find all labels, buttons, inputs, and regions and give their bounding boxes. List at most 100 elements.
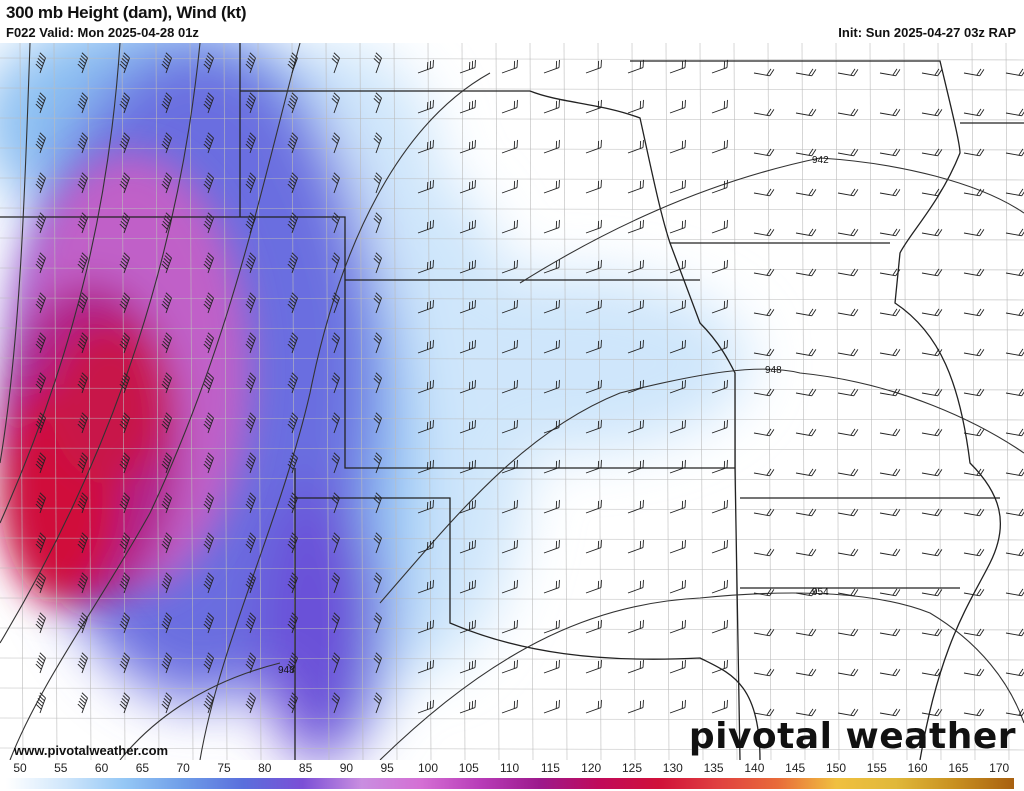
colorbar-tick: 135: [703, 761, 724, 775]
wind-barb: [879, 508, 901, 517]
wind-barb: [459, 459, 476, 474]
wind-barb: [459, 499, 476, 514]
wind-barb: [417, 539, 434, 554]
wind-barb: [417, 339, 434, 354]
wind-barb: [373, 692, 382, 714]
colorbar-tick: 80: [258, 761, 272, 775]
wind-barb: [373, 372, 382, 394]
wind-barb: [921, 548, 943, 557]
wind-barb: [35, 452, 46, 474]
wind-barb: [795, 188, 817, 197]
wind-barb: [417, 499, 434, 514]
wind-barb: [119, 612, 130, 634]
wind-barb: [331, 692, 340, 714]
wind-barb: [287, 212, 298, 234]
contour-label: 942: [812, 155, 829, 166]
wind-barb: [119, 252, 130, 274]
wind-barb: [35, 612, 46, 634]
wind-barb: [711, 299, 728, 314]
wind-barb: [963, 588, 985, 597]
wind-barb: [161, 332, 172, 354]
wind-barb: [543, 619, 560, 634]
wind-barb: [119, 52, 130, 74]
wind-barb: [585, 299, 602, 314]
wind-barb: [417, 179, 434, 194]
wind-barb: [161, 212, 172, 234]
wind-barb: [585, 619, 602, 634]
wind-barb: [921, 668, 943, 677]
colorbar-tick: 150: [825, 761, 847, 775]
wind-barb: [501, 379, 518, 394]
wind-barb: [459, 339, 476, 354]
height-contours: [0, 43, 1024, 760]
wind-barb: [417, 379, 434, 394]
wind-barb: [711, 99, 728, 114]
wind-barb: [879, 68, 901, 77]
wind-barb: [501, 139, 518, 154]
wind-barb: [879, 188, 901, 197]
colorbar-tick: 140: [744, 761, 765, 775]
wind-barb: [585, 419, 602, 434]
wind-barb: [543, 219, 560, 234]
wind-barb: [585, 459, 602, 474]
wind-barb: [373, 92, 382, 114]
wind-barb: [77, 532, 88, 554]
wind-barb: [245, 652, 256, 674]
wind-barb: [161, 52, 172, 74]
wind-barb: [669, 259, 686, 274]
wind-barb: [837, 148, 859, 157]
wind-barb: [459, 539, 476, 554]
wind-barb: [837, 348, 859, 357]
wind-barb: [245, 532, 256, 554]
wind-barb: [837, 268, 859, 277]
wind-barb: [245, 292, 256, 314]
wind-barb: [245, 252, 256, 274]
wind-barb: [287, 492, 298, 514]
wind-barb: [879, 308, 901, 317]
wind-barb: [459, 619, 476, 634]
wind-barb: [119, 412, 130, 434]
wind-barb: [35, 652, 46, 674]
colorbar-tick: 165: [948, 761, 969, 775]
wind-barb: [501, 459, 518, 474]
wind-barb: [585, 579, 602, 594]
wind-barb: [501, 419, 518, 434]
wind-barb: [373, 252, 382, 274]
colorbar-tick: 155: [866, 761, 887, 775]
wind-barb: [161, 372, 172, 394]
wind-barb: [331, 612, 340, 634]
wind-barb: [161, 532, 172, 554]
wind-barb: [879, 668, 901, 677]
wind-barb: [921, 188, 943, 197]
wind-barb: [585, 139, 602, 154]
wind-barb: [35, 172, 46, 194]
wind-barb: [879, 108, 901, 117]
wind-barb: [373, 492, 382, 514]
wind-barb: [837, 668, 859, 677]
wind-barb: [543, 699, 560, 714]
colorbar-tick: 70: [176, 761, 190, 775]
wind-barb: [161, 132, 172, 154]
wind-barb: [501, 299, 518, 314]
weather-map: 942 948 954 948: [0, 43, 1024, 760]
wind-barb: [287, 372, 298, 394]
wind-barb: [795, 708, 817, 717]
wind-barb: [287, 612, 298, 634]
wind-barb: [669, 579, 686, 594]
wind-barb: [921, 268, 943, 277]
wind-barb: [77, 372, 88, 394]
pivotal-weather-logo: pivotal weather: [688, 716, 1016, 757]
wind-barb: [35, 252, 46, 274]
wind-barb: [837, 188, 859, 197]
wind-barb: [921, 468, 943, 477]
wind-barb: [753, 508, 775, 517]
wind-barb: [921, 348, 943, 357]
wind-barb: [373, 292, 382, 314]
contour-labels: 942 948 954 948: [278, 155, 829, 676]
wind-barb: [627, 59, 644, 74]
wind-barb: [35, 52, 46, 74]
wind-barb: [543, 539, 560, 554]
wind-barb: [837, 388, 859, 397]
wind-barb: [711, 139, 728, 154]
colorbar-tick: 55: [54, 761, 68, 775]
